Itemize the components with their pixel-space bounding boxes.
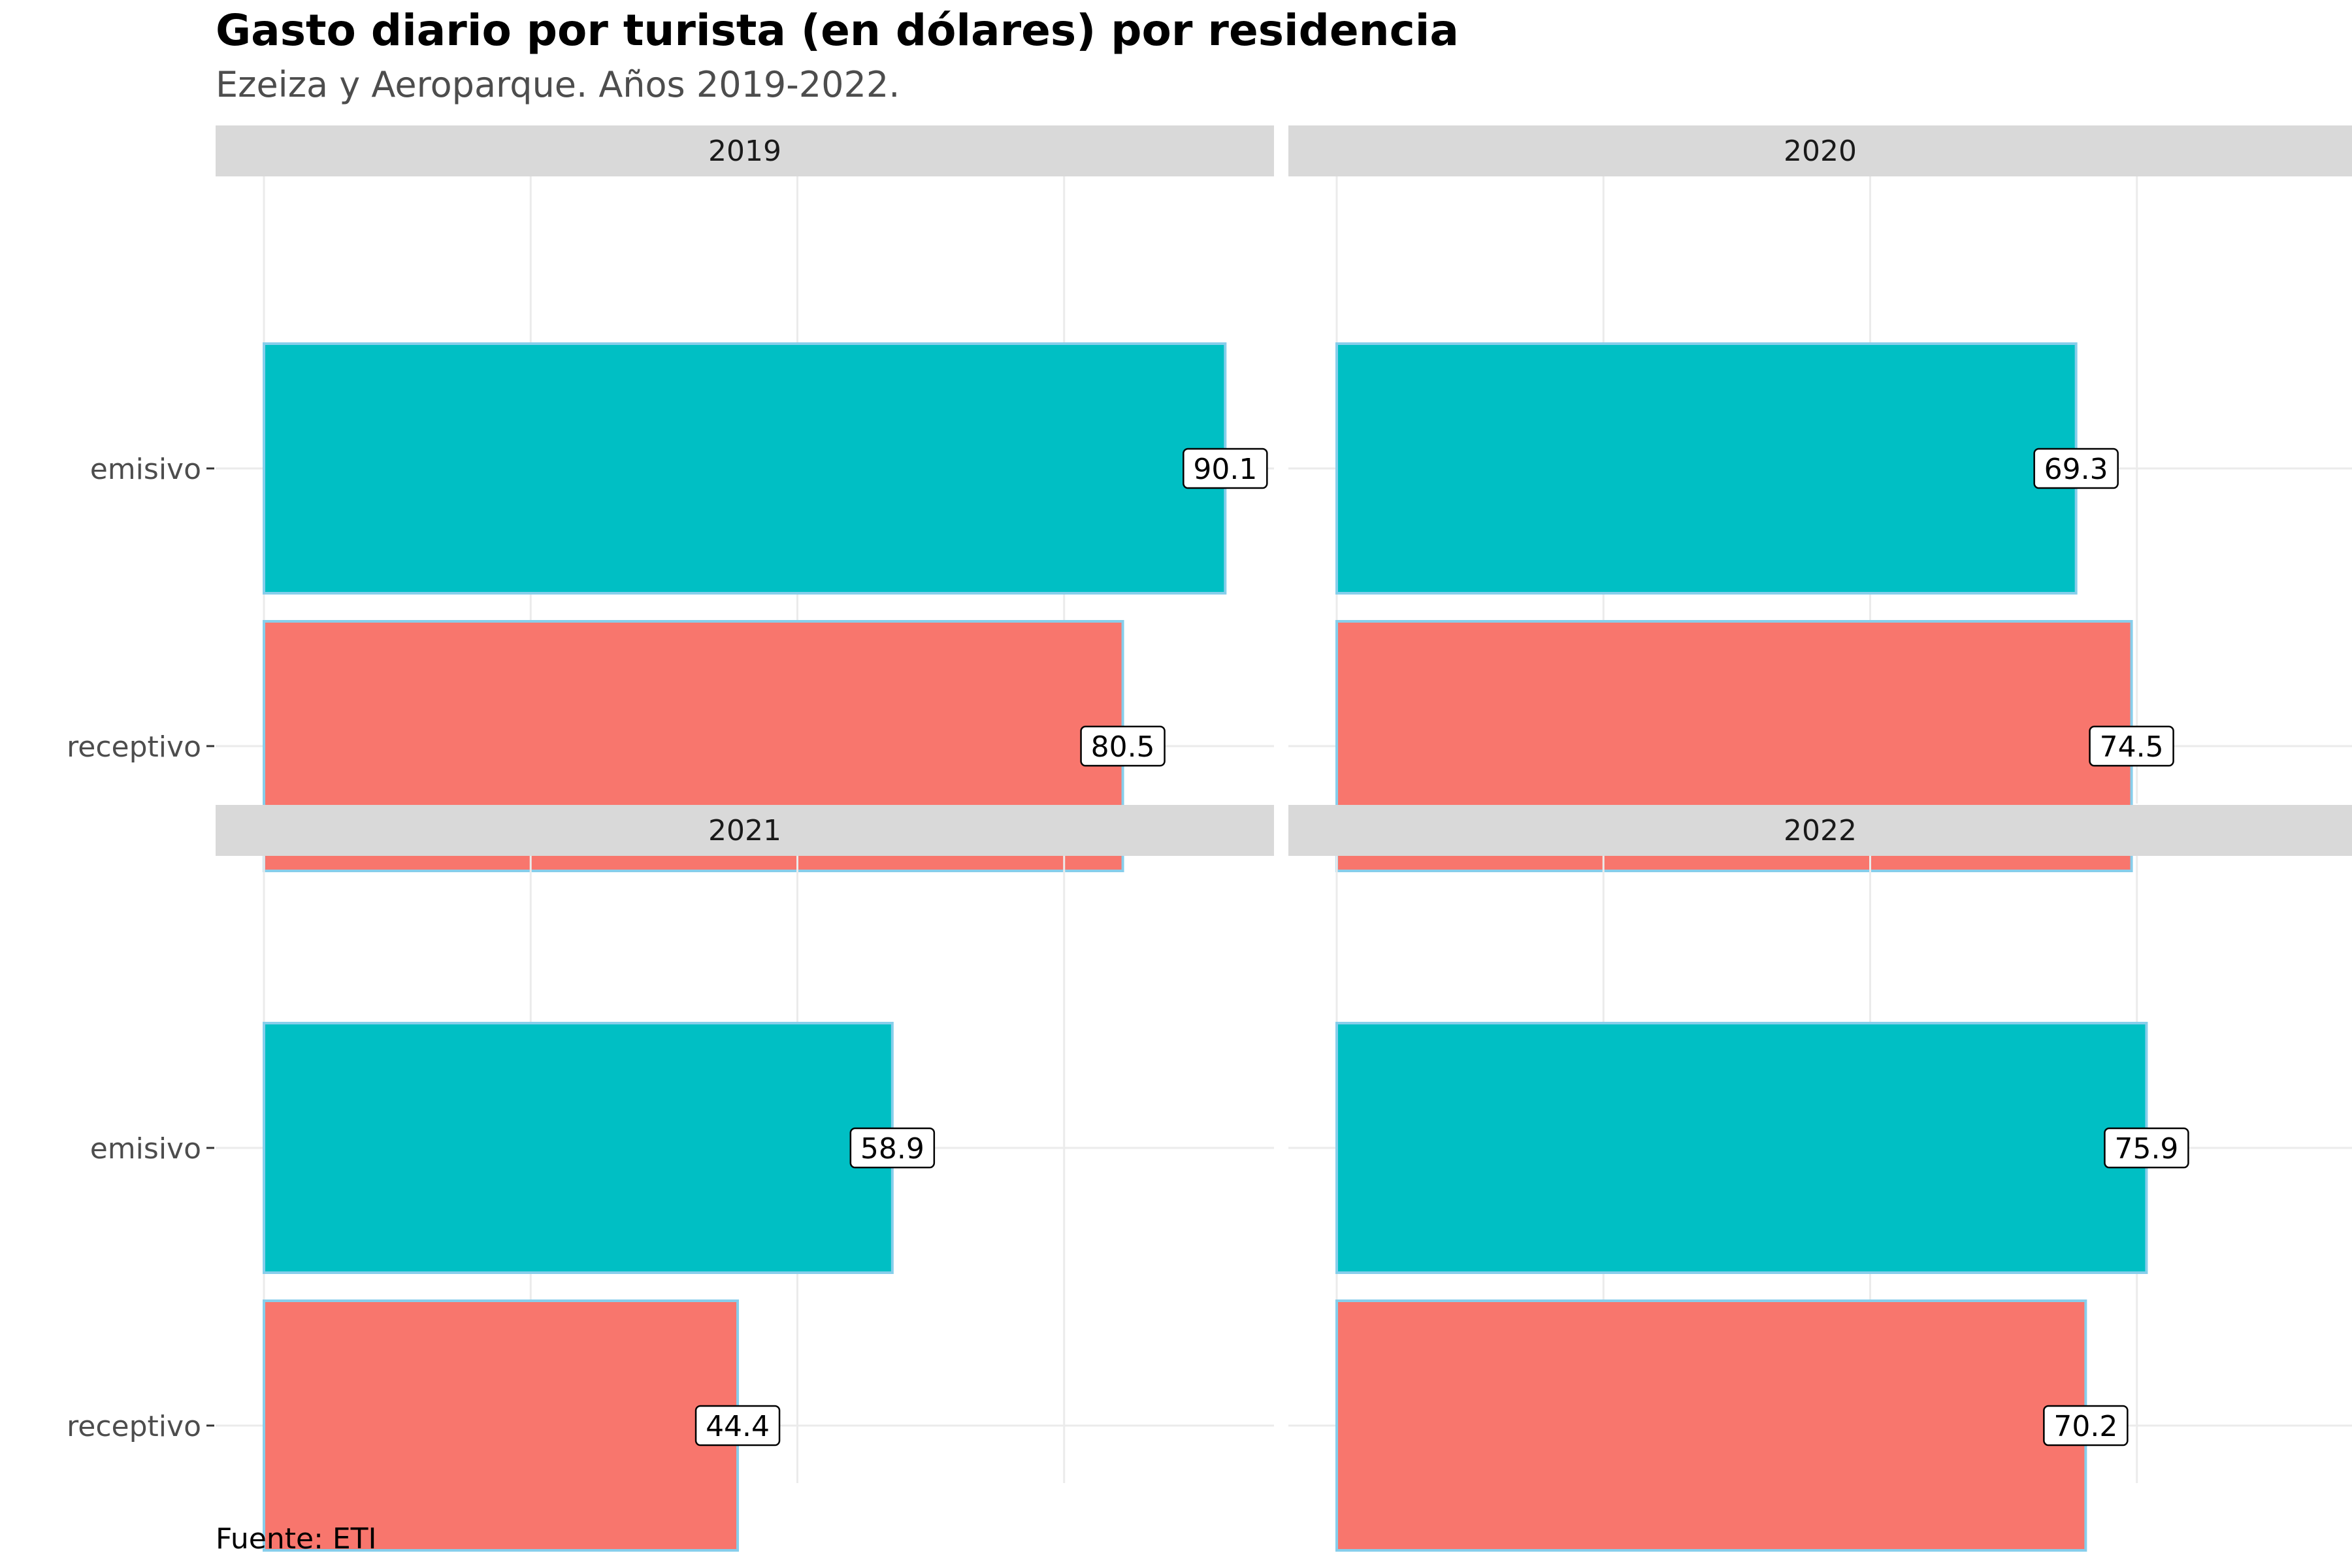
data-label-box xyxy=(1183,448,1268,489)
bar-emisivo-2019 xyxy=(263,342,1227,595)
y-tick-label: receptivo xyxy=(67,1410,201,1443)
data-label: 69.3 xyxy=(2044,453,2108,486)
facet-strip-label: 2019 xyxy=(708,135,781,168)
chart-subtitle: Ezeiza y Aeroparque. Años 2019-2022. xyxy=(216,64,900,105)
bar-emisivo-2020 xyxy=(1335,342,2078,595)
data-label: 74.5 xyxy=(2100,730,2164,764)
facet-strip-2019 xyxy=(216,125,1274,176)
bar-receptivo-2021 xyxy=(263,1299,740,1552)
y-tick-label: receptivo xyxy=(67,730,201,764)
facet-strip-label: 2022 xyxy=(1784,814,1857,847)
chart-title: Gasto diario por turista (en dólares) po… xyxy=(216,5,1459,56)
data-label-box xyxy=(694,1405,781,1446)
data-label: 80.5 xyxy=(1091,730,1155,764)
y-tick-label: emisivo xyxy=(90,1132,201,1166)
data-label-box xyxy=(2033,448,2119,489)
facet-strip-2021 xyxy=(216,805,1274,856)
facet-strip-2020 xyxy=(1288,125,2352,176)
data-label: 90.1 xyxy=(1193,453,1257,486)
data-label-box xyxy=(849,1127,936,1169)
data-label: 75.9 xyxy=(2114,1132,2178,1166)
data-label: 44.4 xyxy=(706,1410,770,1443)
chart-caption: Fuente: ETI xyxy=(216,1522,377,1556)
facet-strip-label: 2020 xyxy=(1784,135,1857,168)
data-label: 70.2 xyxy=(2053,1410,2117,1443)
data-label-box xyxy=(1080,725,1166,767)
data-label-box xyxy=(2104,1127,2189,1169)
bar-receptivo-2022 xyxy=(1335,1299,2087,1552)
bar-emisivo-2021 xyxy=(263,1022,894,1274)
data-label-box xyxy=(2043,1405,2129,1446)
y-tick-label: emisivo xyxy=(90,453,201,486)
bar-emisivo-2022 xyxy=(1335,1022,2148,1274)
data-label-box xyxy=(2089,725,2174,767)
data-label: 58.9 xyxy=(860,1132,924,1166)
facet-strip-label: 2021 xyxy=(708,814,781,847)
facet-strip-2022 xyxy=(1288,805,2352,856)
